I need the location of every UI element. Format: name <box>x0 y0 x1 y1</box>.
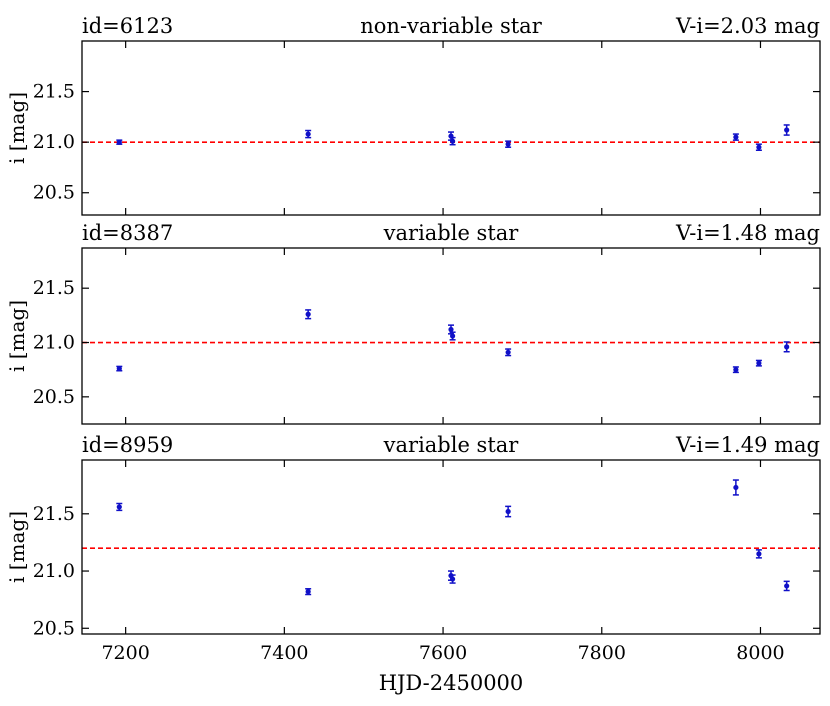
panel-frame <box>81 247 821 425</box>
data-point <box>755 359 762 367</box>
y-tick-label: 21.5 <box>33 503 75 525</box>
data-marker <box>733 484 739 491</box>
data-marker <box>305 589 311 595</box>
data-point <box>305 588 312 596</box>
panel-id-label: id=6123 <box>82 14 173 38</box>
panel-class-label: variable star <box>383 221 520 245</box>
y-tick-label: 21.0 <box>33 332 75 354</box>
y-tick-label: 21.0 <box>33 131 75 153</box>
data-marker <box>756 360 762 366</box>
data-marker <box>449 138 456 144</box>
data-marker <box>784 344 790 350</box>
data-marker <box>784 583 790 589</box>
data-marker <box>116 139 122 145</box>
x-tick-label: 7600 <box>419 642 467 664</box>
y-tick-label: 21.0 <box>33 560 75 582</box>
panel-class-label: variable star <box>383 433 520 457</box>
data-point <box>732 479 739 496</box>
panel-2: id=8387 variable star V-i=1.48 mag 20.5 21.0… <box>5 221 821 425</box>
x-tick-label: 8000 <box>736 642 784 664</box>
data-point <box>505 505 512 518</box>
panel-1: id=6123 non-variable star V-i=2.03 mag 20.5… <box>5 14 821 216</box>
panel-3: id=8959 variable star V-i=1.49 mag 20.5 21.0… <box>5 433 821 639</box>
data-marker <box>448 326 454 333</box>
panel-id-label: id=8387 <box>82 221 173 245</box>
y-axis-label: i [mag] <box>5 511 29 583</box>
data-marker <box>733 134 739 140</box>
data-point <box>755 549 762 559</box>
data-point <box>783 124 790 136</box>
data-marker <box>116 504 122 510</box>
data-marker <box>305 311 311 317</box>
panel-frame <box>81 40 821 216</box>
data-point <box>449 574 456 584</box>
data-point <box>783 580 790 592</box>
data-point <box>116 365 123 372</box>
x-tick-label: 7800 <box>578 642 626 664</box>
data-point <box>732 133 739 141</box>
panel-color-label: V-i=2.03 mag <box>675 14 820 38</box>
data-point <box>732 366 739 374</box>
y-tick-label: 21.5 <box>33 81 75 103</box>
data-point <box>505 140 512 148</box>
data-point <box>305 129 312 139</box>
data-point <box>305 309 312 320</box>
data-marker <box>733 367 739 373</box>
panels-layer: id=6123 non-variable star V-i=2.03 mag 20.5… <box>5 14 821 664</box>
data-marker <box>116 365 122 372</box>
data-marker <box>505 141 511 147</box>
y-tick-label: 21.5 <box>33 277 75 299</box>
x-tick-label: 7200 <box>101 642 149 664</box>
data-marker <box>756 551 762 557</box>
data-marker <box>756 144 762 150</box>
data-marker <box>449 576 456 582</box>
data-marker <box>784 127 790 133</box>
data-marker <box>305 131 311 137</box>
panel-color-label: V-i=1.48 mag <box>675 221 820 245</box>
data-point <box>449 136 456 146</box>
data-marker <box>505 349 511 355</box>
data-point <box>116 502 123 512</box>
data-point <box>448 324 454 335</box>
y-tick-label: 20.5 <box>33 386 75 408</box>
data-point <box>449 331 456 341</box>
data-point <box>116 139 123 145</box>
panel-id-label: id=8959 <box>82 433 173 457</box>
panel-color-label: V-i=1.49 mag <box>675 433 820 457</box>
y-axis-label: i [mag] <box>5 92 29 164</box>
data-marker <box>449 333 456 339</box>
y-tick-label: 20.5 <box>33 182 75 204</box>
data-point <box>783 341 790 353</box>
data-point <box>755 143 762 152</box>
y-tick-label: 20.5 <box>33 617 75 639</box>
x-tick-label: 7400 <box>260 642 308 664</box>
panel-class-label: non-variable star <box>360 14 542 38</box>
panel-frame <box>81 459 821 635</box>
x-axis-label: HJD-2450000 <box>379 671 524 695</box>
data-point <box>505 348 512 357</box>
y-axis-label: i [mag] <box>5 300 29 372</box>
data-marker <box>505 508 511 515</box>
